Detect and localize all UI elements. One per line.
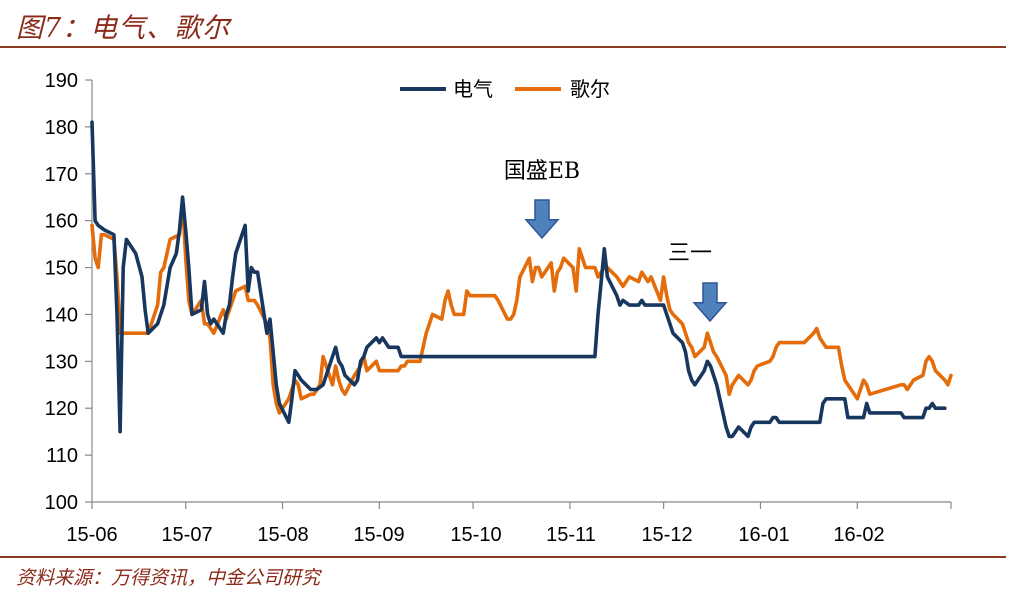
down-arrow-icon bbox=[692, 282, 728, 323]
x-tick-label: 16-01 bbox=[738, 524, 789, 546]
annotation-label: 国盛EB bbox=[504, 159, 580, 184]
chart-series bbox=[90, 120, 953, 439]
x-tick-label: 15-08 bbox=[257, 524, 308, 546]
source-note: 资料来源：万得资讯，中金公司研究 bbox=[16, 567, 321, 589]
y-tick-label: 140 bbox=[45, 304, 78, 326]
page-title: 图7：电气、歌尔 bbox=[16, 13, 231, 44]
legend-label: 歌尔 bbox=[570, 77, 610, 101]
y-tick-label: 100 bbox=[45, 492, 78, 514]
y-tick-label: 180 bbox=[45, 117, 78, 139]
x-tick-label: 15-07 bbox=[161, 524, 212, 546]
legend-label: 电气 bbox=[453, 77, 493, 101]
y-tick-label: 150 bbox=[45, 258, 78, 280]
y-tick-label: 160 bbox=[45, 211, 78, 233]
bottom-rule bbox=[0, 556, 1006, 558]
x-tick-label: 15-11 bbox=[546, 524, 596, 546]
chart-axes: 100 110 120 130 140 150 160 170 180 190 15-06 15-07… bbox=[45, 70, 952, 546]
annotation-label: 三一 bbox=[668, 241, 712, 266]
series-line-geer bbox=[90, 200, 953, 415]
down-arrow-icon bbox=[524, 199, 560, 240]
x-tick-label: 16-02 bbox=[833, 524, 884, 546]
x-tick-label: 15-06 bbox=[66, 524, 117, 546]
y-tick-label: 110 bbox=[46, 445, 78, 467]
y-tick-label: 120 bbox=[45, 398, 78, 420]
chart-legend: 电气 歌尔 bbox=[400, 77, 610, 101]
x-tick-label: 15-12 bbox=[641, 524, 692, 546]
series-line-dianqi bbox=[90, 120, 947, 439]
top-rule bbox=[0, 46, 1006, 48]
chart-annotations: 国盛EB 三一 bbox=[504, 159, 728, 323]
x-tick-label: 15-10 bbox=[450, 524, 501, 546]
y-tick-label: 130 bbox=[45, 351, 78, 373]
y-tick-label: 190 bbox=[45, 70, 78, 92]
y-tick-label: 170 bbox=[45, 164, 78, 186]
x-tick-label: 15-09 bbox=[353, 524, 404, 546]
